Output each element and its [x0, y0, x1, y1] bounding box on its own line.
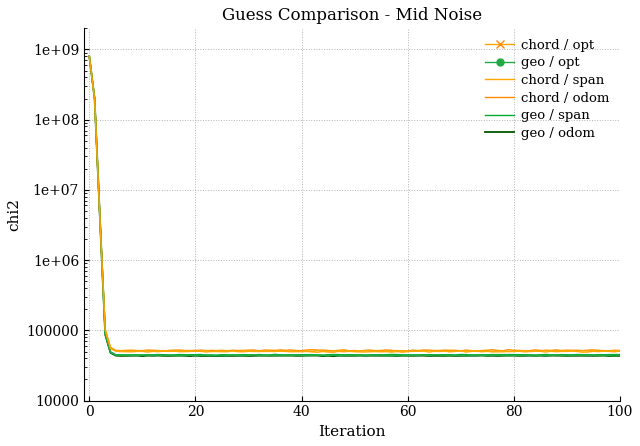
Title: Guess Comparison - Mid Noise: Guess Comparison - Mid Noise [222, 7, 482, 24]
Legend: chord / opt, geo / opt, chord / span, chord / odom, geo / span, geo / odom: chord / opt, geo / opt, chord / span, ch… [481, 35, 613, 144]
Y-axis label: chi2: chi2 [7, 198, 21, 231]
X-axis label: Iteration: Iteration [318, 425, 386, 439]
